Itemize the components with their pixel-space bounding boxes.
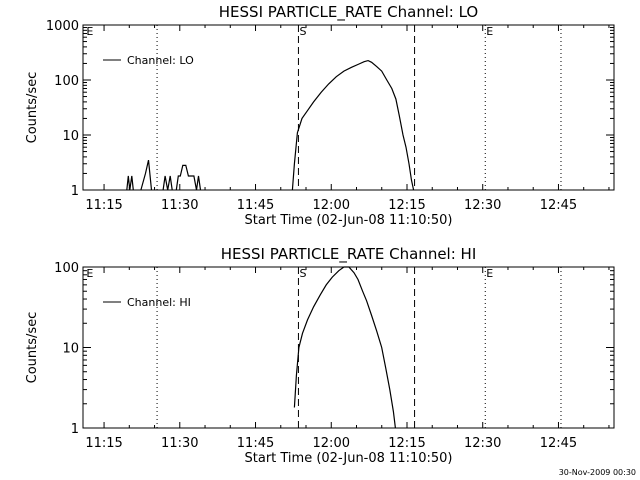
y-tick-label: 1 [71,184,79,199]
chart-title: HESSI PARTICLE_RATE Channel: LO [219,3,478,22]
x-tick-label: 12:15 [388,198,425,213]
x-tick-label: 12:30 [464,436,501,451]
panel-hi: HESSI PARTICLE_RATE Channel: HI 11:15 11:3… [25,245,615,466]
x-tick-label: 11:15 [85,436,122,451]
x-tick-label: 11:30 [161,436,198,451]
series-line [175,164,202,191]
marker-label: E [486,25,493,38]
y-tick-label: 10 [62,342,79,357]
y-tick-label: 10 [62,129,79,144]
x-tick-label: 11:15 [85,198,122,213]
marker-label: S [299,267,306,280]
panel-lo: HESSI PARTICLE_RATE Channel: LO 11:15 11:3… [25,3,615,228]
y-axis-label: Counts/sec [25,312,40,384]
x-tick-label: 12:45 [540,436,577,451]
y-tick-label: 1000 [46,19,79,34]
plot-frame [82,24,615,191]
chart-title: HESSI PARTICLE_RATE Channel: HI [221,245,477,264]
x-tick-label: 11:45 [237,198,274,213]
y-tick-label: 100 [54,74,79,89]
series-line [291,59,415,191]
series-line [162,175,173,191]
y-tick-label: 100 [54,261,79,276]
marker-label: S [299,25,306,38]
x-tick-label: 11:45 [237,436,274,451]
legend-label: Channel: LO [127,54,194,67]
y-axis-label: Counts/sec [25,72,40,144]
x-tick-label: 12:15 [388,436,425,451]
marker-label: E [86,25,93,38]
x-tick-label: 12:30 [464,198,501,213]
plot-frame [82,266,615,429]
x-axis-label: Start Time (02-Jun-08 11:10:50) [245,213,453,228]
series-line [293,266,396,429]
timestamp: 30-Nov-2009 00:30 [559,468,636,477]
marker-label: E [86,267,93,280]
series-line [126,175,134,191]
x-axis-label: Start Time (02-Jun-08 11:10:50) [245,451,453,466]
x-tick-label: 12:00 [313,436,350,451]
marker-label: E [486,267,493,280]
x-tick-label: 12:45 [540,198,577,213]
x-tick-label: 11:30 [161,198,198,213]
legend-label: Channel: HI [127,296,191,309]
y-tick-label: 1 [71,422,79,437]
series-line [140,159,153,191]
x-tick-label: 12:00 [313,198,350,213]
